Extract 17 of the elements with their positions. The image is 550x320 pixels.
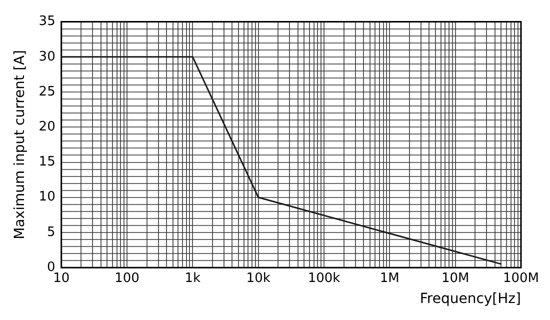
y-tick-label: 10 bbox=[38, 190, 56, 205]
y-tick-label: 30 bbox=[38, 49, 56, 64]
x-tick-label: 100 bbox=[114, 270, 140, 286]
x-tick-label: 10k bbox=[246, 270, 271, 286]
y-axis-title: Maximum input current [A] bbox=[12, 50, 28, 240]
y-tick-label: 35 bbox=[38, 14, 56, 30]
x-axis-title: Frequency[Hz] bbox=[420, 291, 521, 308]
y-tick-label: 15 bbox=[38, 154, 56, 170]
x-tick-label: 100M bbox=[502, 270, 539, 286]
y-tick-label: 20 bbox=[38, 120, 56, 135]
x-tick-label: 1k bbox=[184, 270, 202, 286]
x-tick-label: 100k bbox=[308, 270, 341, 286]
y-tick-label: 25 bbox=[38, 84, 56, 100]
x-tick-label: 1M bbox=[380, 270, 400, 286]
x-tick-label: 10M bbox=[441, 270, 470, 286]
y-tick-label: 5 bbox=[47, 224, 56, 240]
y-tick-label: 0 bbox=[47, 260, 56, 275]
